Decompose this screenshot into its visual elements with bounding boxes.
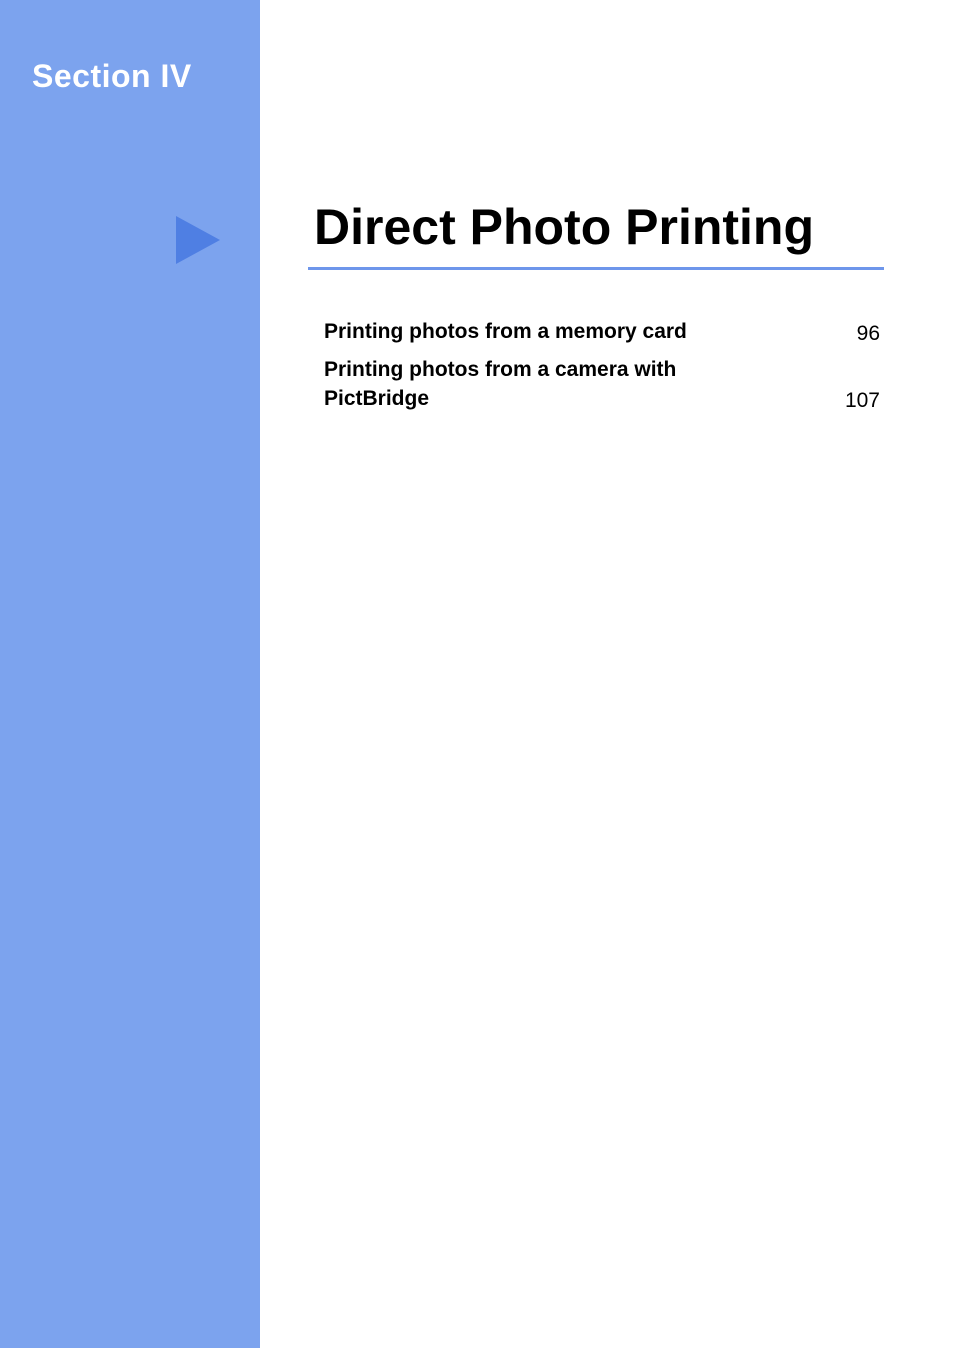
sidebar: Section IV (0, 0, 260, 1348)
table-of-contents: Printing photos from a memory card 96 Pr… (308, 318, 884, 413)
toc-entry-label: Printing photos from a camera with PictB… (324, 356, 754, 413)
toc-entry-label: Printing photos from a memory card (324, 318, 687, 346)
section-label: Section IV (32, 58, 260, 95)
play-triangle-icon (170, 212, 226, 273)
page-title: Direct Photo Printing (308, 200, 884, 270)
toc-entry[interactable]: Printing photos from a camera with PictB… (324, 356, 880, 413)
page: Section IV Direct Photo Printing Printin… (0, 0, 954, 1348)
toc-entry-page: 96 (837, 322, 880, 346)
toc-entry-page: 107 (825, 389, 880, 413)
main-content: Direct Photo Printing Printing photos fr… (260, 0, 954, 1348)
toc-entry[interactable]: Printing photos from a memory card 96 (324, 318, 880, 346)
